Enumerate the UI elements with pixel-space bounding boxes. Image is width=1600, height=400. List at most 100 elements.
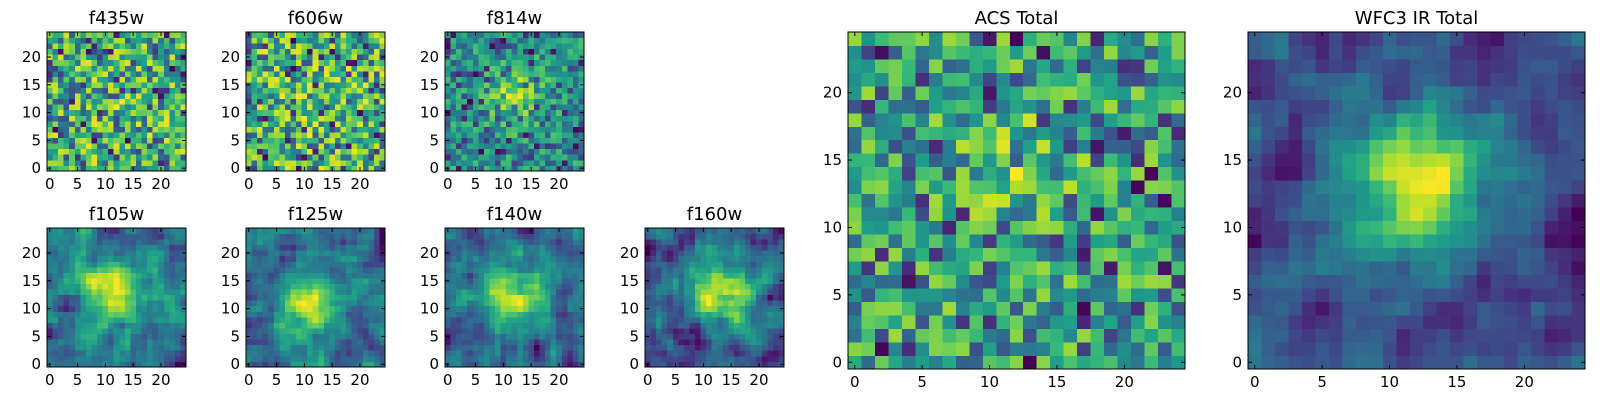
heatmap-cell <box>483 350 490 357</box>
heatmap-cell <box>656 250 663 257</box>
heatmap-cell <box>152 228 159 234</box>
heatmap-cell <box>522 328 529 335</box>
heatmap-cell <box>113 350 120 357</box>
heatmap-cell <box>113 48 120 55</box>
heatmap-cell <box>119 244 126 251</box>
heatmap-cell <box>152 311 159 318</box>
heatmap-cell <box>169 48 176 55</box>
heatmap-cell <box>251 278 258 284</box>
heatmap-cell <box>268 159 275 166</box>
heatmap-cell <box>251 311 258 318</box>
heatmap-cell <box>262 333 269 340</box>
heatmap-cell <box>683 300 690 307</box>
heatmap-cell <box>700 239 707 246</box>
heatmap-cell <box>500 126 507 133</box>
heatmap-cell <box>180 316 187 323</box>
heatmap-cell <box>500 278 507 284</box>
heatmap-cell <box>500 261 507 268</box>
heatmap-cell <box>1023 301 1038 316</box>
heatmap-cell <box>545 244 552 251</box>
heatmap-cell <box>268 350 275 357</box>
heatmap-cell <box>257 300 264 307</box>
heatmap-cell <box>163 278 170 284</box>
heatmap-cell <box>268 283 275 290</box>
heatmap-cell <box>550 361 557 368</box>
heatmap-cell <box>141 59 148 66</box>
heatmap-cell <box>141 93 148 100</box>
heatmap-cell <box>517 239 524 246</box>
heatmap-cell <box>661 300 668 307</box>
heatmap-cell <box>373 300 380 307</box>
heatmap-cell <box>124 159 131 166</box>
heatmap-cell <box>556 98 563 105</box>
heatmap-cell <box>334 272 341 279</box>
heatmap-cell <box>74 339 81 346</box>
heatmap-cell <box>346 76 353 83</box>
heatmap-cell <box>745 311 752 318</box>
heatmap-cell <box>85 244 92 251</box>
heatmap-cell <box>533 76 540 83</box>
heatmap-cell <box>511 98 518 105</box>
heatmap-cell <box>251 344 258 351</box>
heatmap-cell <box>362 59 369 66</box>
heatmap-cell <box>567 266 574 273</box>
heatmap-cell <box>695 272 701 279</box>
heatmap-cell <box>778 350 785 357</box>
heatmap-cell <box>511 261 518 268</box>
heatmap-cell <box>848 220 862 235</box>
heatmap-cell <box>373 93 380 100</box>
heatmap-cell <box>761 350 768 357</box>
heatmap-cell <box>750 266 757 273</box>
heatmap-cell <box>733 350 740 357</box>
heatmap-cell <box>561 233 568 240</box>
heatmap-cell <box>169 350 176 357</box>
heatmap-cell <box>517 65 524 72</box>
heatmap-cell <box>47 65 53 72</box>
heatmap-cell <box>550 344 557 351</box>
heatmap-cell <box>102 272 109 279</box>
heatmap-cell <box>174 350 181 357</box>
heatmap-cell <box>169 272 176 279</box>
heatmap-cell <box>58 76 65 83</box>
heatmap-cell <box>346 266 353 273</box>
heatmap-cell <box>445 76 451 83</box>
heatmap-cell <box>373 339 380 346</box>
heatmap-cell <box>522 311 529 318</box>
heatmap-cell <box>152 126 159 133</box>
heatmap-cell <box>257 37 264 44</box>
heatmap-cell <box>357 87 364 94</box>
heatmap-cell <box>124 350 131 357</box>
heatmap-cell <box>262 316 269 323</box>
x-tick-label: 15 <box>124 371 143 389</box>
heatmap-cell <box>357 98 364 105</box>
heatmap-cell <box>472 48 479 55</box>
heatmap-cell <box>533 294 540 301</box>
heatmap-cell <box>511 233 518 240</box>
heatmap-cell <box>861 220 876 235</box>
heatmap-cell <box>478 159 485 166</box>
heatmap-cell <box>506 137 513 144</box>
heatmap-cell <box>1131 234 1145 249</box>
heatmap-cell <box>47 115 53 122</box>
heatmap-cell <box>472 239 479 246</box>
heatmap-cell <box>307 43 314 50</box>
heatmap-cell <box>511 228 518 234</box>
heatmap-cell <box>511 283 518 290</box>
heatmap-cell <box>262 132 269 139</box>
heatmap-cell <box>368 283 375 290</box>
heatmap-cell <box>180 159 187 166</box>
heatmap-cell <box>262 228 269 234</box>
heatmap-cell <box>80 37 87 44</box>
heatmap-cell <box>500 239 507 246</box>
heatmap-cell <box>318 322 325 329</box>
heatmap-cell <box>511 266 518 273</box>
heatmap-cell <box>124 322 131 329</box>
heatmap-cell <box>500 355 507 362</box>
heatmap-cell <box>307 266 314 273</box>
heatmap-cell <box>767 305 774 312</box>
heatmap-cell <box>273 43 280 50</box>
heatmap-cell <box>47 37 53 44</box>
heatmap-cell <box>550 272 557 279</box>
heatmap-cell <box>174 70 181 77</box>
heatmap-cell <box>567 239 574 246</box>
